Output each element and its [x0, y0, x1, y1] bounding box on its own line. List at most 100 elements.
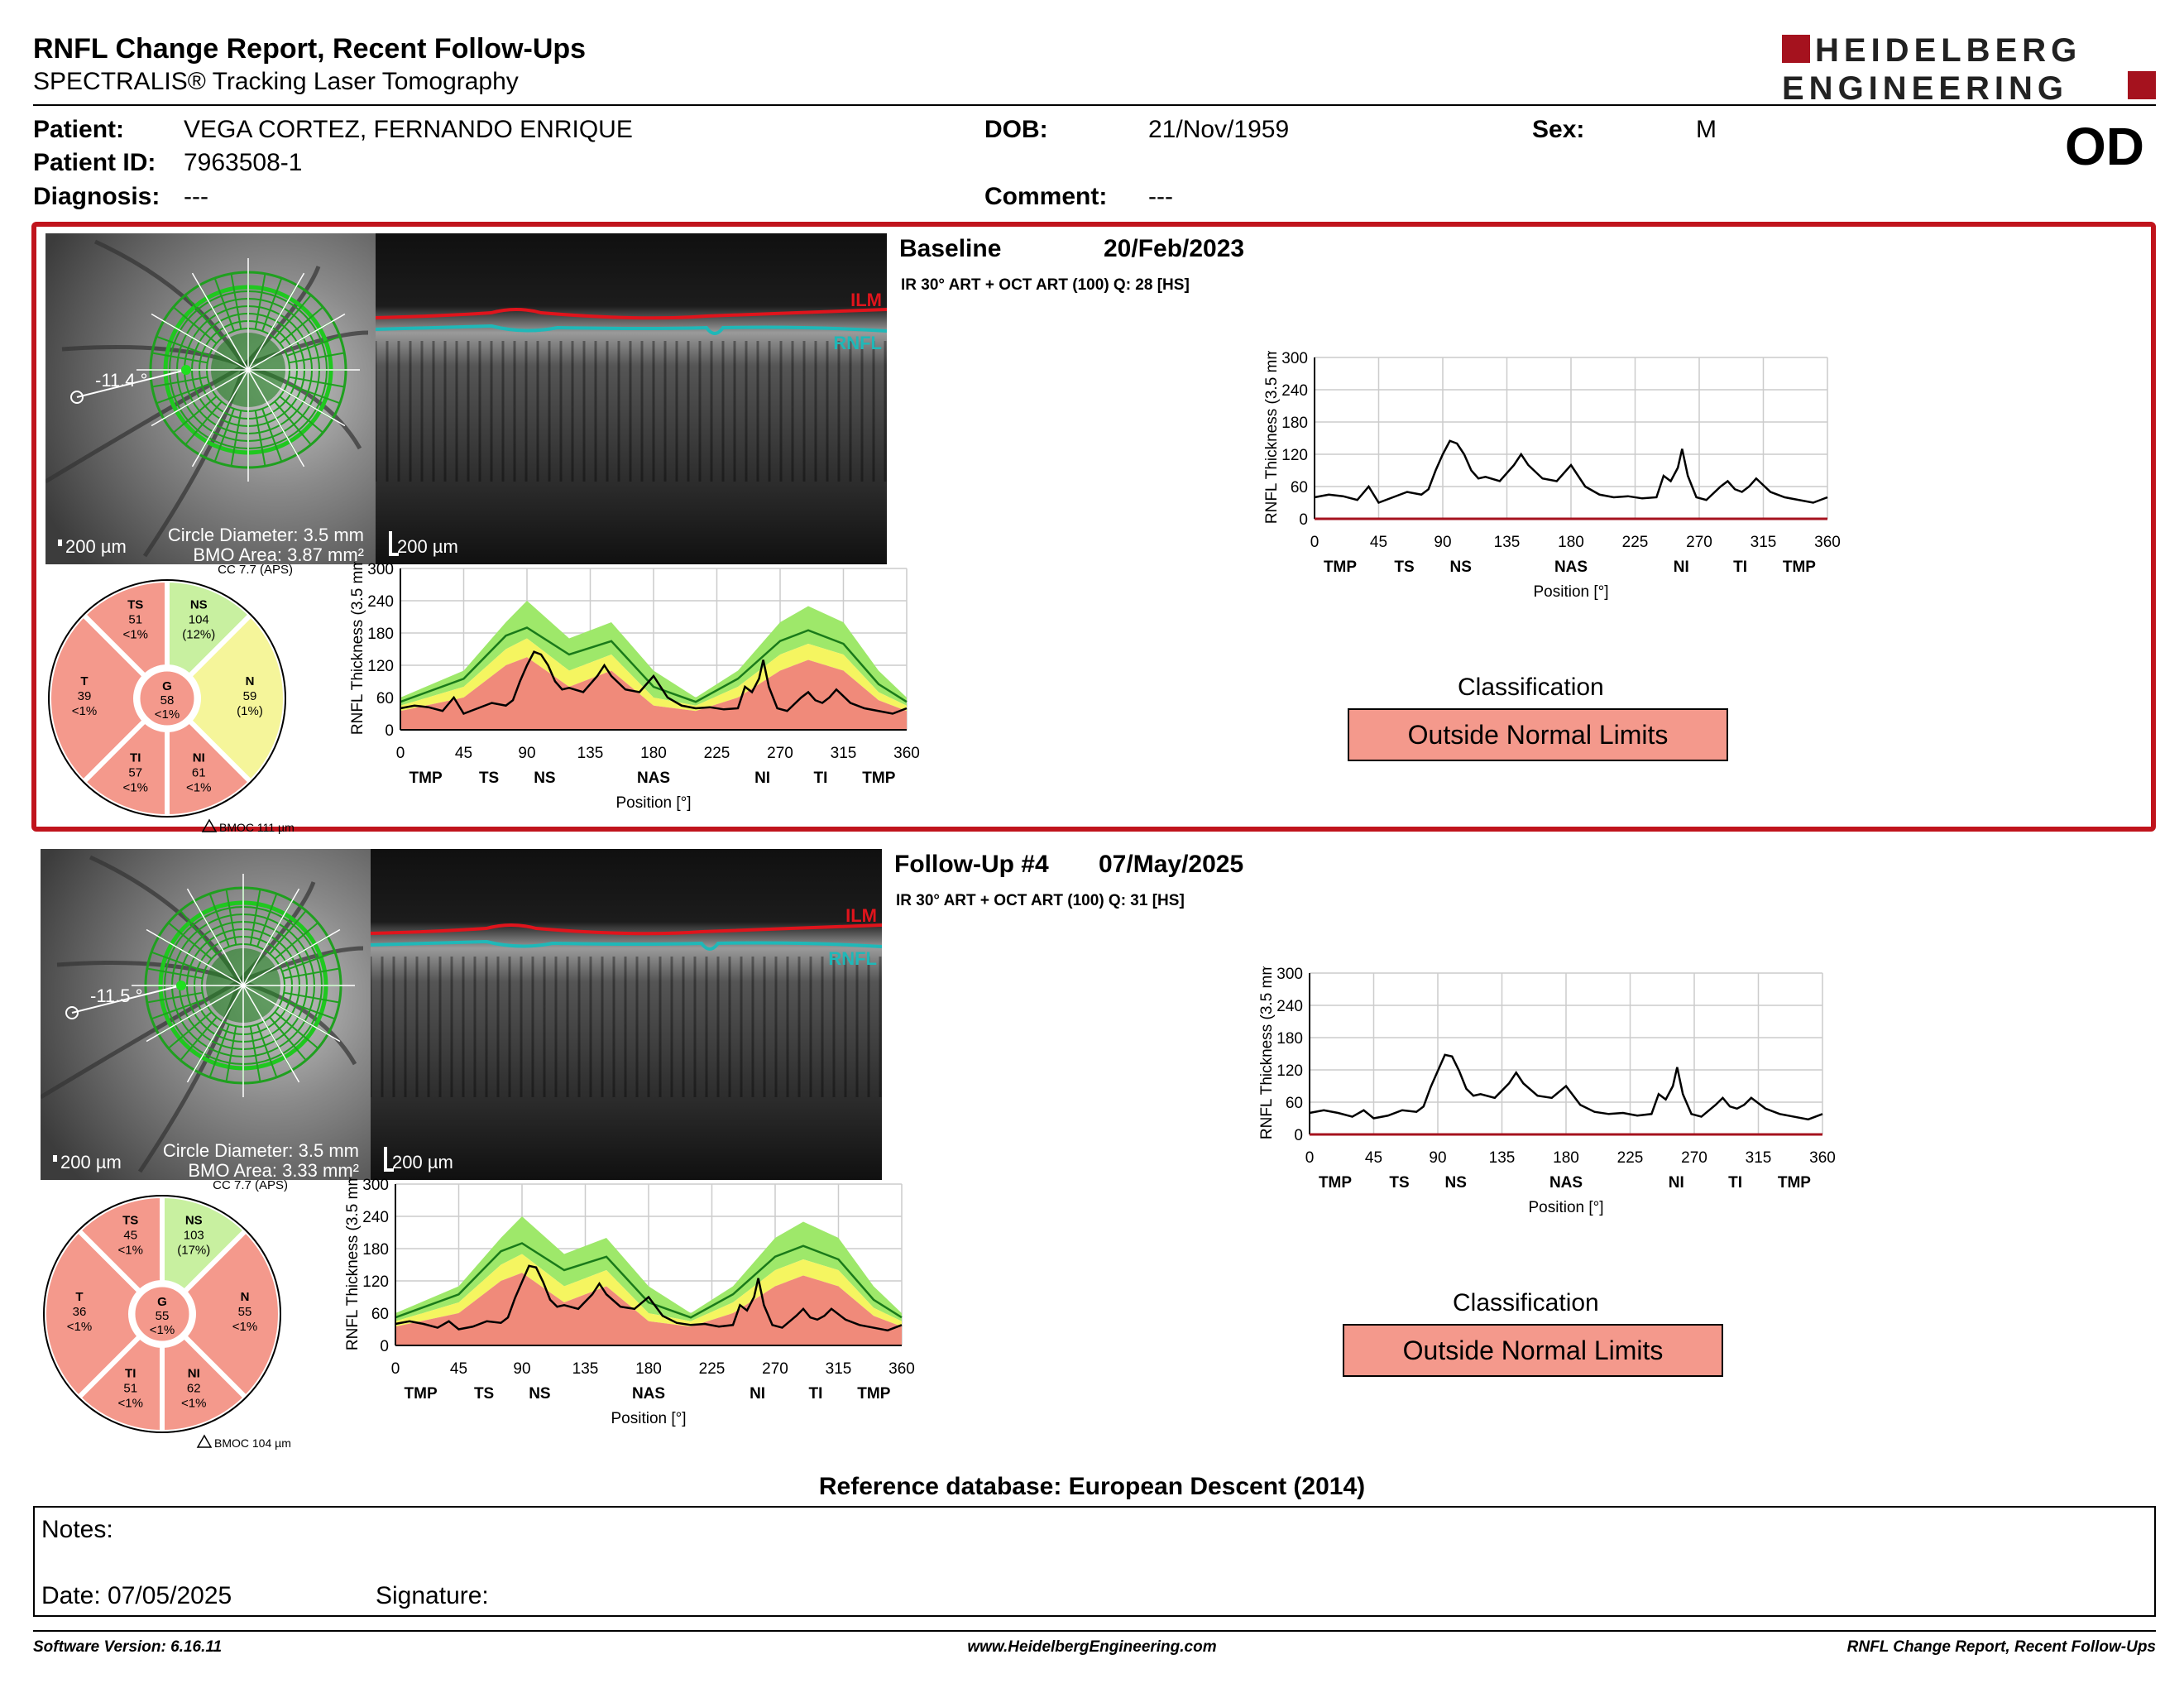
sector-name: NI — [193, 750, 205, 765]
x-tick-label: 315 — [1746, 1149, 1772, 1167]
x-tick-label: 90 — [513, 1360, 530, 1378]
y-tick-label: 180 — [1276, 1030, 1303, 1048]
rnfl-profile-line — [1314, 439, 1828, 505]
svg-text:ILM: ILM — [845, 905, 877, 926]
patient-label: Patient: — [33, 116, 125, 143]
rnfl-profile-line — [395, 1264, 903, 1332]
svg-text:200 µm: 200 µm — [392, 1152, 453, 1172]
comment-value: --- — [1148, 183, 1173, 210]
x-axis-label: Position [°] — [1533, 583, 1608, 601]
classification-label: Classification — [1453, 1289, 1599, 1316]
y-tick-label: 180 — [1281, 415, 1308, 432]
notes-date: Date: 07/05/2025 — [41, 1582, 232, 1609]
exam-date: 07/May/2025 — [1099, 851, 1244, 878]
svg-text:ILM: ILM — [850, 290, 882, 310]
y-tick-label: 180 — [367, 626, 394, 643]
footer-report-name: RNFL Change Report, Recent Follow-Ups — [1846, 1638, 2156, 1656]
x-tick-label: 225 — [1617, 1149, 1644, 1167]
x-tick-label: 360 — [888, 1360, 915, 1378]
x-tick-label: 0 — [1310, 534, 1320, 551]
rnfl-profile-line — [400, 650, 908, 716]
website: www.HeidelbergEngineering.com — [967, 1638, 1217, 1656]
svg-text:200 µm: 200 µm — [60, 1152, 122, 1172]
borderline-band-yellow — [395, 1254, 902, 1327]
dob-label: DOB: — [984, 116, 1048, 143]
classification-result: Outside Normal Limits — [1343, 1324, 1723, 1377]
scan-protocol: IR 30° ART + OCT ART (100) Q: 31 [HS] — [896, 892, 1185, 909]
svg-text:-11.4 °: -11.4 ° — [95, 370, 147, 391]
x-axis-label: Position [°] — [615, 794, 691, 812]
y-tick-label: 0 — [385, 722, 394, 740]
signature-label: Signature: — [376, 1582, 489, 1609]
y-tick-label: 60 — [1291, 479, 1308, 496]
x-tick-label: 0 — [391, 1360, 400, 1378]
sector-pct: <1% — [123, 628, 148, 642]
sector-pct: <1% — [118, 1244, 143, 1258]
svg-text:CC 7.7 (APS): CC 7.7 (APS) — [213, 1178, 288, 1192]
region-label: NAS — [632, 1385, 665, 1403]
rnfl-profile-chart: 0 60 120 180 240 300 0 45 90 135 180 225 270 315 360 TM… — [326, 517, 922, 835]
report-subtitle: SPECTRALIS® Tracking Laser Tomography — [33, 68, 519, 95]
sector-value: 62 — [187, 1381, 201, 1395]
svg-text:HEIDELBERG: HEIDELBERG — [1815, 32, 2081, 69]
svg-text:G: G — [157, 1295, 167, 1309]
y-tick-label: 60 — [371, 1306, 389, 1323]
svg-text:Circle Diameter: 3.5 mm: Circle Diameter: 3.5 mm — [163, 1140, 359, 1161]
rnfl-profile-line — [1309, 1053, 1823, 1121]
region-label: NI — [750, 1385, 765, 1403]
x-tick-label: 45 — [1370, 534, 1387, 551]
region-label: NAS — [1554, 559, 1588, 576]
svg-text:ENGINEERING: ENGINEERING — [1782, 70, 2068, 106]
x-tick-label: 135 — [572, 1360, 599, 1378]
fundus-image: -11.5 ° 200 µm Circle Diameter: 3.5 mm BMO … — [39, 849, 371, 1181]
region-label: NS — [534, 770, 555, 787]
x-tick-label: 135 — [1489, 1149, 1516, 1167]
y-tick-label: 300 — [1276, 966, 1303, 983]
region-label: TS — [479, 770, 499, 787]
svg-text:<1%: <1% — [155, 707, 180, 722]
x-tick-label: 90 — [1434, 534, 1451, 551]
svg-text:RNFL: RNFL — [828, 948, 877, 969]
x-tick-label: 0 — [1305, 1149, 1315, 1167]
region-label: TMP — [405, 1385, 438, 1403]
y-tick-label: 240 — [1281, 382, 1308, 400]
sector-name: NS — [190, 598, 208, 612]
region-label: NS — [1449, 559, 1471, 576]
fundus-image: -11.4 ° 200 µm Circle Diameter: 3.5 mm BMO … — [44, 233, 376, 565]
y-tick-label: 0 — [1294, 1127, 1303, 1144]
x-tick-label: 180 — [635, 1360, 662, 1378]
diagnosis-label: Diagnosis: — [33, 183, 160, 210]
software-version: Software Version: 6.16.11 — [33, 1638, 223, 1656]
sector-chart: N 59 (1%) NI 61 <1% TI 57 <1% T 39 <1% TS 51 <1% NS 104(… — [41, 562, 355, 835]
svg-text:55: 55 — [156, 1309, 170, 1323]
region-label: TS — [1394, 559, 1414, 576]
oct-scan-image: ILM RNFL 200 µm — [369, 849, 883, 1180]
y-tick-label: 300 — [362, 1177, 389, 1194]
exam-title: Baseline — [899, 235, 1002, 262]
svg-text:Circle Diameter: 3.5 mm: Circle Diameter: 3.5 mm — [168, 525, 364, 545]
sector-name: TS — [122, 1214, 138, 1228]
y-tick-label: 300 — [367, 562, 394, 578]
sector-name: N — [241, 1290, 250, 1304]
region-label: TI — [809, 1385, 823, 1403]
region-label: NS — [1444, 1174, 1466, 1192]
svg-text:200 µm: 200 µm — [397, 536, 458, 557]
sector-name: TS — [127, 598, 143, 612]
region-label: TMP — [862, 770, 895, 787]
rnfl-trend-chart: 0 60 120 180 240 300 0 45 90 135 180 225 270 315 360 TM… — [1199, 306, 1861, 624]
y-axis-label: RNFL Thickness (3.5 mm) [µm] — [344, 1177, 362, 1350]
sector-name: TI — [125, 1366, 136, 1380]
sector-pct: (17%) — [177, 1244, 210, 1258]
eye-label: OD — [2065, 117, 2144, 176]
region-label: NAS — [637, 770, 670, 787]
exam-section-followup: -11.5 ° 200 µm Circle Diameter: 3.5 mm BMO … — [31, 842, 2156, 1452]
region-label: TS — [1389, 1174, 1409, 1192]
sector-name: T — [75, 1290, 83, 1304]
heidelberg-logo: HEIDELBERG ENGINEERING — [1779, 31, 2159, 107]
sector-value: 45 — [123, 1229, 137, 1243]
svg-text:<1%: <1% — [150, 1323, 175, 1337]
x-tick-label: 270 — [767, 745, 793, 762]
y-tick-label: 0 — [380, 1338, 389, 1355]
x-tick-label: 0 — [396, 745, 405, 762]
sector-value: 57 — [128, 765, 142, 779]
